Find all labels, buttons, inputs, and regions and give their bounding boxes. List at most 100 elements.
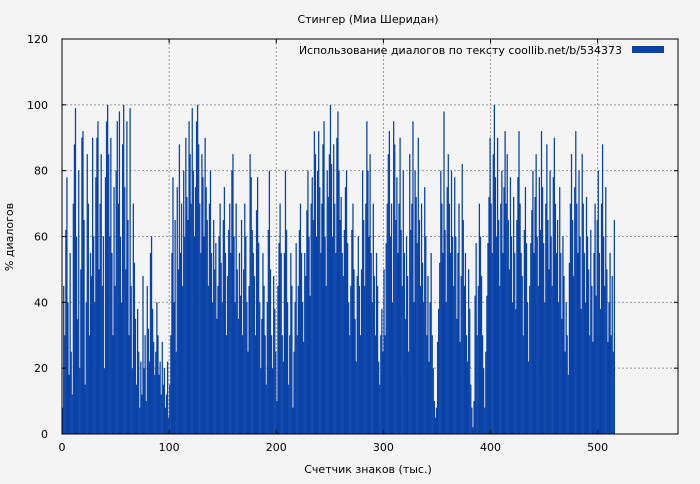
- bar: [369, 154, 371, 434]
- bar: [190, 203, 192, 434]
- bar: [606, 269, 608, 434]
- bar: [331, 236, 334, 434]
- bar: [258, 243, 260, 434]
- bar: [329, 104, 332, 434]
- bar: [82, 131, 84, 435]
- bar: [405, 236, 408, 434]
- bar: [478, 203, 481, 434]
- bar: [393, 121, 395, 434]
- bar: [386, 203, 388, 434]
- bar: [503, 187, 505, 435]
- bar: [596, 220, 598, 434]
- bar: [191, 108, 193, 435]
- bar: [588, 269, 590, 434]
- bar: [114, 285, 116, 435]
- bar: [471, 407, 473, 434]
- bar: [498, 220, 500, 434]
- bar: [264, 335, 266, 434]
- bar: [173, 302, 175, 434]
- bar: [203, 236, 205, 434]
- bar: [291, 285, 293, 435]
- bar: [73, 144, 76, 434]
- bar: [166, 361, 169, 434]
- bar: [443, 111, 445, 435]
- bar: [346, 243, 349, 434]
- bar: [108, 154, 110, 434]
- bar: [102, 236, 104, 434]
- bar: [394, 144, 396, 434]
- bar: [308, 236, 310, 434]
- bar: [163, 368, 166, 434]
- bar: [477, 285, 479, 435]
- bar: [559, 187, 561, 435]
- bar: [579, 236, 581, 434]
- bar: [375, 252, 378, 434]
- bar: [556, 220, 559, 434]
- bar: [569, 203, 572, 434]
- bar: [356, 276, 358, 434]
- bar: [139, 407, 141, 434]
- bar: [243, 269, 245, 434]
- bar: [535, 154, 537, 434]
- bar: [461, 164, 463, 434]
- bar: [310, 203, 312, 434]
- bar: [207, 285, 209, 435]
- bar: [518, 131, 520, 435]
- bar: [561, 318, 563, 434]
- bar: [185, 137, 187, 434]
- bar: [110, 137, 112, 434]
- bar: [299, 203, 302, 434]
- bar: [62, 407, 64, 434]
- bar: [417, 137, 419, 434]
- bar: [558, 302, 560, 434]
- bar: [259, 302, 261, 434]
- bar: [595, 295, 597, 434]
- bar: [75, 236, 78, 434]
- bar: [116, 121, 118, 434]
- bar: [66, 177, 68, 434]
- bar: [158, 374, 160, 434]
- bar: [372, 203, 374, 434]
- bar: [175, 351, 177, 434]
- bar: [286, 302, 289, 434]
- bar: [147, 328, 149, 434]
- bar: [251, 229, 253, 434]
- bar: [284, 170, 287, 435]
- bar: [119, 236, 122, 434]
- bar: [360, 269, 363, 434]
- bar: [279, 203, 281, 434]
- bar: [389, 236, 392, 434]
- bar: [480, 276, 483, 434]
- bar: [400, 229, 402, 434]
- bar: [150, 236, 153, 434]
- legend-swatch: [632, 46, 664, 53]
- bar: [353, 269, 355, 434]
- bar: [222, 220, 224, 434]
- bar: [112, 335, 114, 434]
- bar: [403, 252, 406, 434]
- bar: [303, 341, 305, 434]
- bar: [193, 236, 196, 434]
- bar: [296, 335, 298, 434]
- bar: [301, 302, 304, 434]
- bar: [519, 203, 521, 434]
- bar: [580, 308, 582, 434]
- bar: [219, 203, 221, 434]
- bar: [330, 164, 333, 434]
- bar: [589, 335, 591, 434]
- bar: [214, 269, 216, 434]
- bar: [472, 427, 474, 434]
- bar: [475, 243, 477, 434]
- bar: [241, 335, 244, 434]
- bar: [125, 269, 127, 434]
- bar: [554, 203, 557, 434]
- bar: [273, 276, 275, 434]
- bar: [508, 269, 510, 434]
- bar: [384, 335, 386, 434]
- bar: [161, 341, 163, 434]
- bar: [536, 236, 538, 434]
- bar: [387, 154, 389, 434]
- bar: [217, 285, 219, 435]
- bar: [354, 318, 356, 434]
